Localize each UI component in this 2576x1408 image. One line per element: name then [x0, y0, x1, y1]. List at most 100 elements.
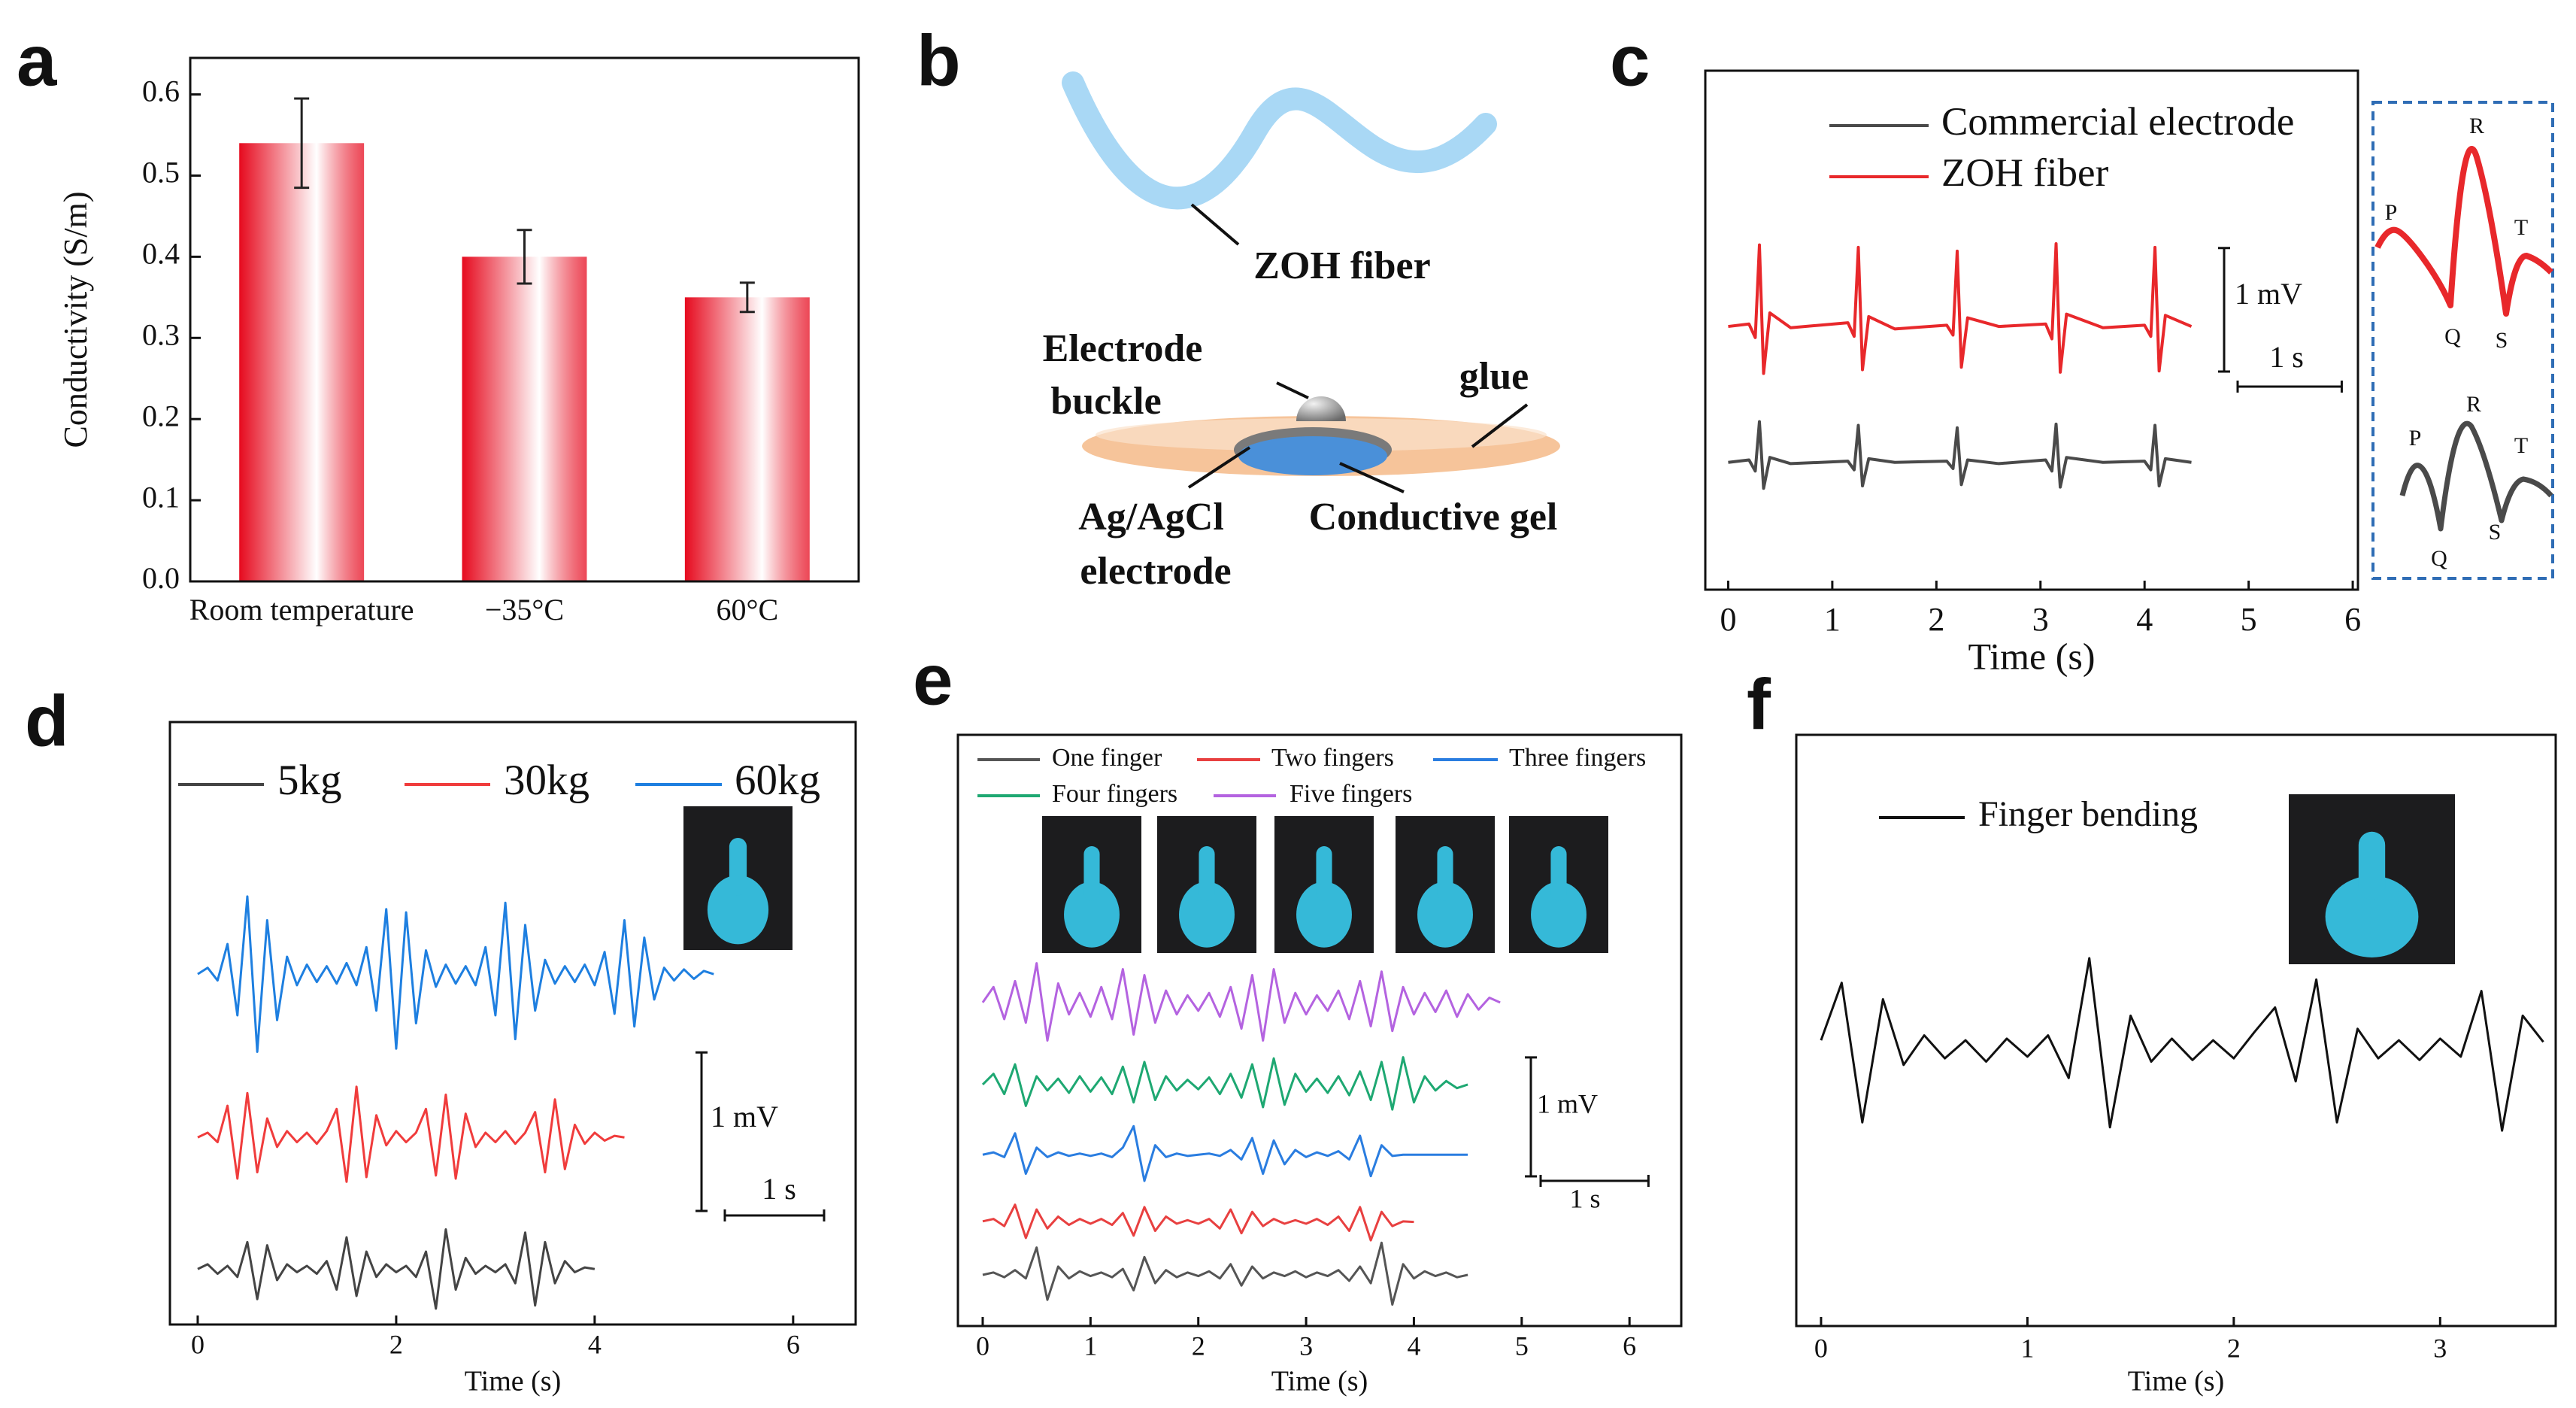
x-tick-label: 5 [2241, 601, 2257, 638]
scale-bar-label: 1 s [2269, 340, 2304, 374]
x-tick-label: 2 [1192, 1331, 1205, 1361]
photo [1042, 816, 1141, 953]
electrode-label: Ag/AgCl [1078, 496, 1224, 539]
scale-bar-y [1525, 1056, 1537, 1178]
x-tick-label: 3 [2433, 1333, 2447, 1363]
gel [1238, 436, 1387, 475]
x-tick-label: 1 [1824, 601, 1841, 638]
x-tick-label: 4 [2136, 601, 2153, 638]
trace [982, 1241, 1468, 1306]
glove [1064, 882, 1120, 948]
gel-label: Conductive gel [1309, 496, 1558, 539]
plot-frame [956, 733, 1683, 1328]
y-tick-label: 0.6 [142, 74, 180, 108]
x-tick-label: 0 [191, 1329, 205, 1359]
scale-bar-y [696, 1051, 708, 1212]
inset-label: P [2385, 200, 2398, 225]
buckle [1296, 396, 1346, 421]
legend-label: Three fingers [1509, 744, 1646, 772]
x-axis-label: Time (s) [1271, 1366, 1368, 1397]
panel-label: d [25, 681, 69, 761]
error-bar [739, 281, 755, 314]
x-tick-label: 5 [1515, 1331, 1529, 1361]
trace [1728, 242, 2193, 375]
x-axis-label: Time (s) [1968, 635, 2095, 677]
diagram-b: b ZOH fiber Electrode buckle glue Ag/AgC… [917, 20, 1560, 593]
glove-finger [1083, 846, 1100, 901]
inset-label: Q [2431, 546, 2447, 571]
scale-bar-label: 1 s [1569, 1183, 1600, 1213]
scale-bar-x [723, 1209, 826, 1221]
electrode-label: electrode [1080, 550, 1231, 593]
inset-label: R [2466, 392, 2481, 417]
glove [2325, 875, 2419, 957]
buckle-label: buckle [1050, 380, 1161, 423]
trace [197, 1228, 596, 1310]
trace [197, 1085, 625, 1183]
legend-label: Commercial electrode [1941, 100, 2294, 144]
trace [197, 895, 714, 1053]
bar [462, 256, 587, 581]
trace [1820, 957, 2544, 1132]
buckle-label: Electrode [1043, 327, 1203, 370]
legend-label: Two fingers [1271, 744, 1394, 772]
x-tick-label: 3 [1299, 1331, 1313, 1361]
scale-bar-x [2236, 381, 2343, 393]
inset-wave [2399, 420, 2553, 532]
arrow [1339, 462, 1405, 493]
legend-label: 5kg [277, 757, 342, 804]
panel-label: e [913, 639, 953, 720]
photo [1509, 816, 1608, 953]
x-tick-label: 0 [1814, 1333, 1828, 1363]
plot-frame [1704, 69, 2359, 591]
photo [1157, 816, 1256, 953]
bar [684, 297, 810, 581]
glove [707, 875, 769, 945]
trace [1728, 420, 2192, 490]
inset-label: P [2409, 426, 2422, 451]
inset-label: T [2514, 215, 2528, 240]
glove-finger [1437, 846, 1453, 901]
error-bar [517, 229, 532, 285]
arrow [1471, 403, 1529, 448]
inset-frame [2371, 101, 2554, 580]
fiber [1062, 71, 1497, 210]
x-tick-label: −35°C [484, 593, 565, 627]
x-tick-label: 60°C [716, 593, 779, 627]
legend-label: 30kg [504, 757, 589, 804]
x-tick-label: 3 [2032, 601, 2049, 638]
panel-label: b [917, 20, 961, 101]
inset-label: S [2489, 520, 2502, 545]
y-tick-label: 0.5 [142, 156, 180, 190]
photo [683, 806, 792, 950]
x-tick-label: 1 [2020, 1333, 2034, 1363]
legend-label: 60kg [735, 757, 820, 804]
scale-bar-label: 1 s [762, 1172, 796, 1206]
x-tick-label: 6 [786, 1329, 800, 1359]
glove [1296, 882, 1352, 948]
arrow [1190, 203, 1240, 246]
scale-bar-label: 1 mV [2235, 277, 2302, 311]
x-axis-label: Time (s) [2128, 1366, 2224, 1397]
x-tick-label: 2 [2227, 1333, 2241, 1363]
photo [1396, 816, 1495, 953]
x-tick-label: 2 [1928, 601, 1944, 638]
fiber-label: ZOH fiber [1253, 244, 1430, 287]
scale-bar-label: 1 mV [1537, 1088, 1598, 1118]
trace [982, 1124, 1468, 1182]
y-tick-label: 0.1 [142, 480, 180, 514]
x-tick-label: Room temperature [189, 593, 414, 627]
glue-label: glue [1459, 355, 1529, 398]
x-tick-label: 4 [1407, 1331, 1420, 1361]
ecg-inset: P Q R S T P Q R S T [2371, 101, 2554, 580]
inset-label: S [2496, 328, 2508, 353]
scale-bar-y [2218, 247, 2230, 373]
glove-finger [1199, 846, 1215, 901]
x-tick-label: 6 [1623, 1331, 1636, 1361]
photo [2289, 794, 2455, 964]
panel-label: a [17, 20, 57, 101]
bar [239, 143, 365, 582]
x-tick-label: 1 [1083, 1331, 1097, 1361]
